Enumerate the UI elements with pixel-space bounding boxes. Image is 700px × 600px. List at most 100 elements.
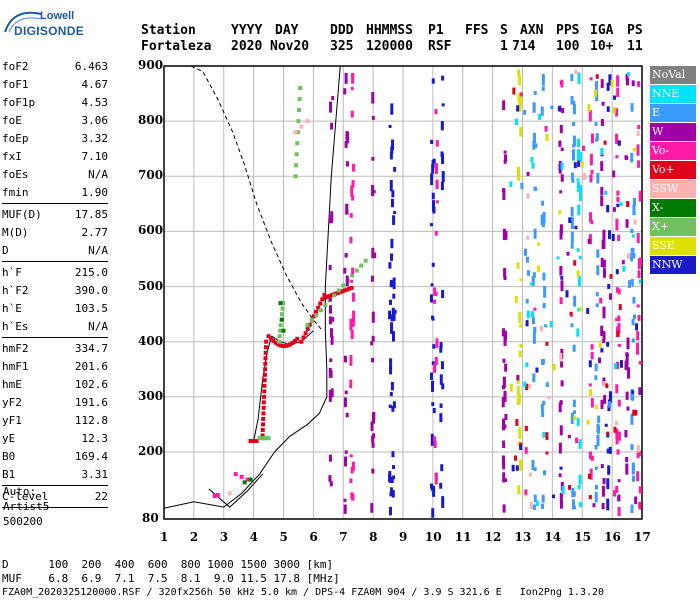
interference-column [602,231,606,236]
o-mode-trace [263,345,268,350]
interference-column [432,486,436,497]
interference-column [517,92,521,103]
param-row: h`F 215.0 [2,264,108,282]
interference-speckle [556,256,560,260]
param-name: h`E [2,302,22,315]
x-tick-label: 12 [484,530,502,544]
interference-column [533,494,537,503]
auto-program: Artist5 [3,500,50,513]
interference-column [433,363,437,373]
interference-speckle [519,444,523,451]
interference-column [576,178,580,182]
interference-column [589,174,593,183]
interference-column [570,217,574,230]
interference-speckle [545,133,549,142]
interference-column [625,219,629,228]
interference-column [502,418,506,431]
interference-speckle [608,401,612,408]
interference-speckle [598,342,602,348]
interference-column [631,318,635,326]
interference-column [532,140,536,150]
interference-column [558,402,562,413]
header-label-7: S [500,23,508,38]
interference-speckle [526,172,530,176]
interference-column [596,434,600,447]
interference-column [502,100,506,111]
interference-speckle [542,431,546,438]
interference-column [330,122,334,130]
param-value: 191.6 [74,396,108,409]
interference-column [570,231,574,244]
interference-column [594,491,598,503]
interference-column [616,196,620,203]
interference-column [344,253,348,258]
interference-speckle [535,367,539,373]
interference-column [441,171,445,183]
interference-column [435,163,439,174]
interference-speckle [573,260,577,266]
interference-speckle [551,494,555,499]
interference-column [541,86,545,91]
x-mode-trace [278,328,283,333]
param-name: h`F [2,266,22,279]
interference-speckle [519,92,523,97]
o-mode-low-trace [245,477,250,482]
interference-column [630,152,634,163]
interference-column [616,449,620,455]
interference-speckle [631,234,635,238]
interference-column [590,398,594,408]
interference-column [502,358,506,363]
x-tick-label: 7 [339,530,348,544]
interference-column [558,473,562,478]
interference-column [630,413,634,425]
interference-column [572,103,576,115]
interference-column [559,265,563,276]
param-value: 7.10 [81,150,109,163]
interference-column [392,465,396,469]
o-mode-trace [262,378,267,383]
interference-column [517,485,521,494]
interference-column [516,386,520,398]
interference-speckle [587,473,591,479]
interference-speckle [595,405,599,410]
interference-column [637,270,641,279]
interference-column [534,143,538,148]
interference-column [504,478,508,482]
interference-column [431,200,435,212]
interference-column [371,116,375,120]
interference-column [596,173,600,184]
interference-column [637,258,641,270]
interference-column [532,102,536,113]
interference-column [589,468,593,480]
param-name: C-level [2,490,49,503]
interference-column [615,108,619,117]
o-mode-trace [303,331,308,336]
interference-column [351,73,355,84]
interference-column [345,203,349,215]
interference-column [390,238,394,249]
interference-column [636,232,640,244]
interference-column [606,342,610,347]
header-label-9: PPS [556,23,580,38]
interference-speckle [526,193,530,199]
interference-column [602,259,606,268]
interference-column [430,139,434,144]
interference-speckle [635,323,639,331]
interference-speckle [612,207,616,212]
interference-speckle [537,242,541,246]
interference-column [532,504,536,511]
x-mode-trace [332,293,337,298]
header-value-0: Fortaleza [141,39,212,54]
interference-column [502,504,506,513]
interference-column [560,147,564,151]
interference-column [625,356,629,365]
interference-column [572,505,576,510]
param-row: foE 3.06 [2,112,108,130]
interference-column [616,361,620,370]
interference-column [516,398,520,405]
interference-column [390,253,394,261]
interference-column [373,252,377,259]
interference-column [390,146,394,155]
interference-column [351,163,355,172]
